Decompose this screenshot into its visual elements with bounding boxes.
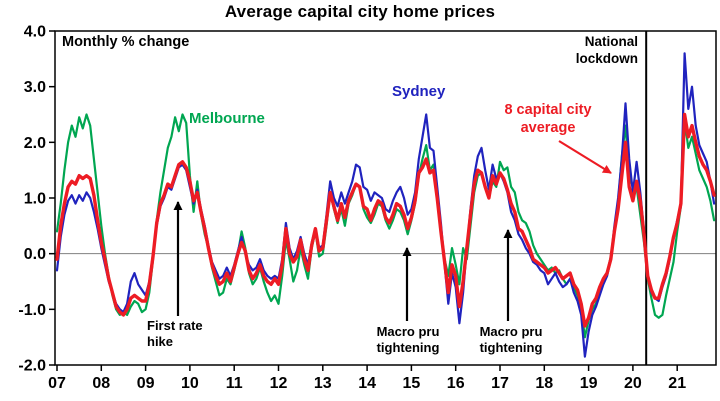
y-tick-label: 3.0 [24,79,46,96]
eight-capital-city-average-label: 8 capital city average [468,101,628,137]
y-tick-label: 2.0 [24,135,46,152]
first-rate-hike-line1: First rate [147,318,203,333]
x-tick-label: 11 [226,375,243,392]
x-tick-label: 14 [358,375,376,392]
y-tick-label: 0.0 [24,246,46,263]
x-tick-label: 08 [92,375,110,392]
x-tick-label: 09 [137,375,155,392]
y-tick-label: 1.0 [24,191,46,208]
x-tick-label: 20 [624,375,642,392]
macro-pru-2015-line1: Macro pru [376,324,440,339]
x-tick-label: 07 [48,375,66,392]
x-tick-label: 19 [580,375,598,392]
y-tick-label: -1.0 [18,302,46,319]
macro-pru-tightening-label-2017: Macro pru tightening [452,324,570,356]
sydney-series-label: Sydney [392,83,446,100]
x-tick-label: 12 [270,375,288,392]
series-line-sydney [55,52,716,358]
x-tick-label: 18 [535,375,553,392]
macro-pru-2017-line1: Macro pru [479,324,543,339]
x-tick-label: 15 [403,375,421,392]
first-rate-hike-label: First rate hike [147,318,257,350]
plot-frame [54,30,717,366]
x-tick-label: 16 [447,375,465,392]
x-tick-label: 21 [668,375,686,392]
monthly-pct-change-label: Monthly % change [62,34,190,50]
eight-cap-label-line2: average [520,120,576,136]
melbourne-series-label: Melbourne [189,110,265,127]
x-tick-label: 10 [181,375,199,392]
national-lockdown-label: National lockdown [520,33,638,67]
eight-cap-label-line1: 8 capital city [504,102,592,118]
national-lockdown-line1: National [584,34,638,49]
y-tick-label: 4.0 [24,24,46,41]
y-tick-label: -2.0 [18,358,46,375]
macro-pru-2015-line2: tightening [376,340,440,355]
chart-title: Average capital city home prices [224,2,496,21]
macro-pru-tightening-label-2015: Macro pru tightening [349,324,467,356]
first-rate-hike-line2: hike [147,334,174,349]
eight-cap-average-arrow [558,140,612,174]
macro-pru-2017-line2: tightening [479,340,543,355]
series-line-8-capital-city-average [55,112,716,328]
x-tick-label: 17 [491,375,509,392]
x-tick-label: 13 [314,375,332,392]
national-lockdown-line2: lockdown [575,51,638,66]
